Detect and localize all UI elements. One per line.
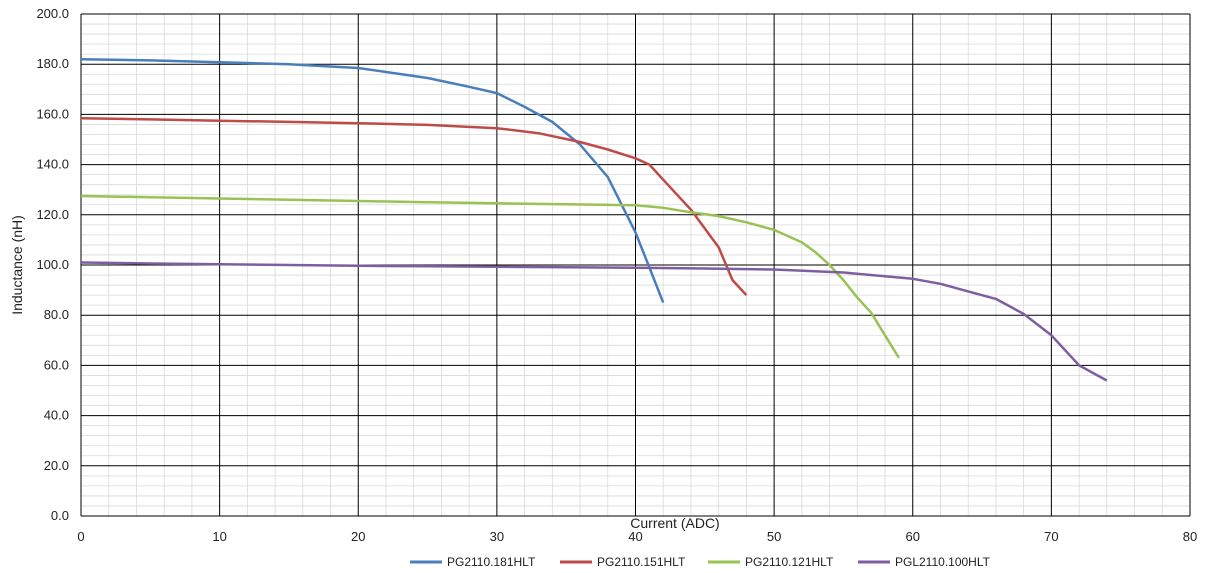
x-tick-label: 50 — [767, 529, 781, 544]
legend-label: PG2110.121HLT — [745, 555, 834, 569]
series-line-2 — [80, 116, 748, 296]
y-tick-label: 180.0 — [36, 56, 69, 71]
y-tick-label: 60.0 — [44, 357, 69, 372]
legend-label: PGL2110.100HLT — [895, 555, 991, 569]
x-tick-label: 20 — [351, 529, 365, 544]
series-lines — [80, 57, 1108, 382]
legend-label: PG2110.181HLT — [447, 555, 536, 569]
y-tick-labels: 0.0 20.0 40.0 60.0 80.0 100.0 120.0 140.0 160.0 1… — [36, 6, 69, 523]
x-axis-title: Current (ADC) — [630, 515, 719, 531]
y-tick-label: 140.0 — [36, 157, 69, 172]
y-tick-label: 20.0 — [44, 458, 69, 473]
y-tick-label: 120.0 — [36, 207, 69, 222]
x-tick-label: 70 — [1044, 529, 1058, 544]
legend-label: PG2110.151HLT — [597, 555, 686, 569]
x-tick-label: 10 — [212, 529, 226, 544]
series-line-1 — [80, 57, 665, 304]
x-tick-labels: 0 10 20 30 40 50 60 70 80 — [77, 529, 1197, 544]
legend: PG2110.181HLT PG2110.151HLT PG2110.121HLT P… — [410, 555, 991, 569]
x-tick-label: 0 — [77, 529, 84, 544]
x-tick-label: 30 — [490, 529, 504, 544]
x-tick-label: 40 — [628, 529, 642, 544]
series-line-3 — [80, 194, 900, 359]
y-tick-label: 0.0 — [51, 508, 69, 523]
y-tick-label: 80.0 — [44, 307, 69, 322]
y-tick-label: 160.0 — [36, 106, 69, 121]
series-line-4 — [80, 261, 1108, 382]
y-tick-label: 40.0 — [44, 408, 69, 423]
x-tick-label: 60 — [906, 529, 920, 544]
y-axis-title: Inductance (nH) — [9, 215, 25, 315]
y-tick-label: 200.0 — [36, 6, 69, 21]
x-tick-label: 80 — [1183, 529, 1197, 544]
y-tick-label: 100.0 — [36, 257, 69, 272]
